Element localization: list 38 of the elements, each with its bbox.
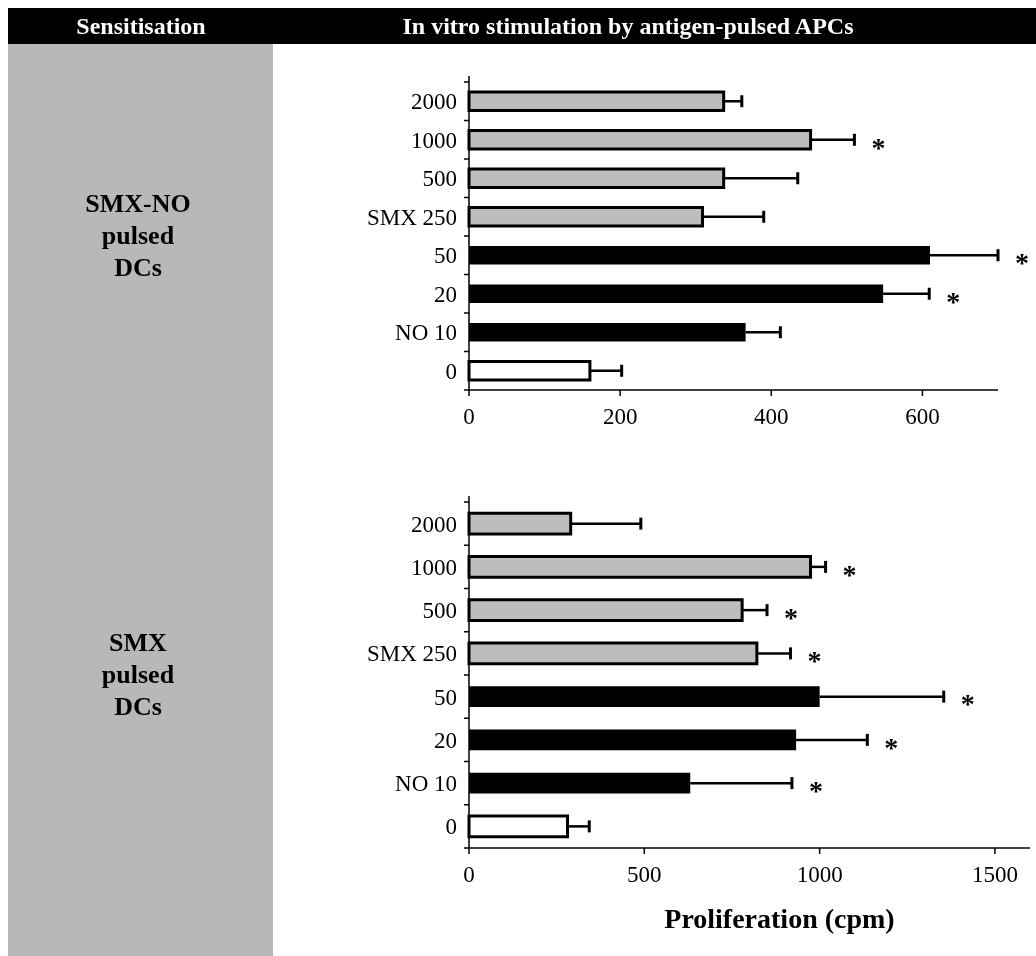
- y-tick-label: 1000: [411, 554, 457, 580]
- x-tick-label: 400: [754, 404, 789, 429]
- annotation: *: [946, 285, 961, 317]
- y-axis-title: SMX pulsed DCs: [101, 628, 175, 721]
- x-tick-label: 0: [463, 404, 475, 429]
- y-axis-title: SMX-NO pulsed DCs: [85, 189, 191, 282]
- annotation: *: [871, 131, 886, 163]
- x-tick-label: 0: [463, 862, 475, 887]
- x-tick-label: 600: [905, 404, 940, 429]
- y-tick-label: 50: [434, 684, 457, 710]
- y-tick-label: 2000: [411, 511, 457, 537]
- y-tick-label: NO 10: [395, 320, 457, 346]
- y-tick-label: 500: [422, 166, 457, 192]
- text: Sensitisation: [76, 13, 206, 39]
- annotation: *: [808, 774, 823, 806]
- y-tick-label: 0: [445, 814, 457, 840]
- y-tick-label: 2000: [411, 89, 457, 115]
- y-tick-label: 0: [445, 358, 457, 384]
- annotation: *: [960, 688, 975, 720]
- annotation: *: [884, 731, 899, 763]
- x-tick-label: 1500: [971, 862, 1018, 887]
- y-tick-label: 20: [434, 727, 457, 753]
- annotation: *: [1015, 247, 1029, 279]
- y-tick-label: 50: [434, 243, 457, 269]
- y-tick-label: 20: [434, 281, 457, 307]
- text: In vitro stimulation by antigen-pulsed APCs: [402, 13, 854, 39]
- x-tick-label: 200: [602, 404, 638, 429]
- x-tick-label: 500: [627, 862, 662, 887]
- x-axis-title: Proliferation (cpm): [664, 903, 895, 934]
- annotation: *: [784, 601, 799, 633]
- y-tick-label: SMX 250: [366, 204, 457, 230]
- annotation: *: [842, 558, 857, 590]
- x-tick-label: 1000: [796, 862, 843, 887]
- y-tick-label: 1000: [411, 127, 457, 153]
- annotation: *: [807, 645, 822, 677]
- y-tick-label: 500: [422, 598, 457, 624]
- y-tick-label: NO 10: [395, 771, 457, 797]
- y-tick-label: SMX 250: [366, 641, 457, 667]
